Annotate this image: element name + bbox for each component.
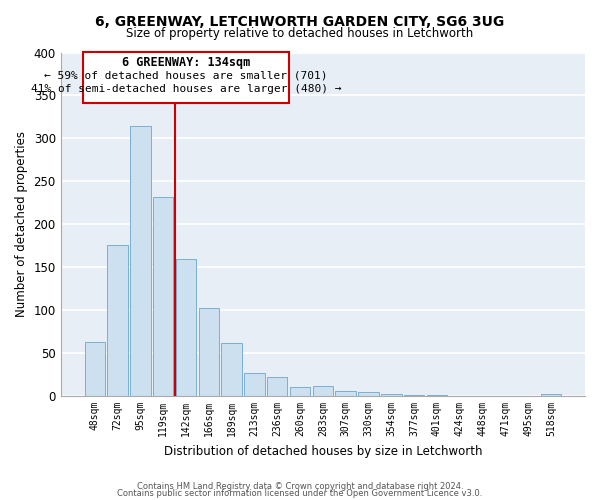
Text: 6 GREENWAY: 134sqm: 6 GREENWAY: 134sqm <box>122 56 250 70</box>
Bar <box>381 394 401 396</box>
Bar <box>83 52 289 103</box>
X-axis label: Distribution of detached houses by size in Letchworth: Distribution of detached houses by size … <box>164 444 482 458</box>
Bar <box>85 342 105 396</box>
Bar <box>290 388 310 396</box>
Bar <box>313 386 333 396</box>
Bar <box>335 391 356 396</box>
Text: 41% of semi-detached houses are larger (480) →: 41% of semi-detached houses are larger (… <box>31 84 341 94</box>
Bar <box>153 197 173 396</box>
Text: Contains HM Land Registry data © Crown copyright and database right 2024.: Contains HM Land Registry data © Crown c… <box>137 482 463 491</box>
Bar <box>244 373 265 396</box>
Bar <box>221 343 242 396</box>
Bar <box>107 245 128 396</box>
Text: 6, GREENWAY, LETCHWORTH GARDEN CITY, SG6 3UG: 6, GREENWAY, LETCHWORTH GARDEN CITY, SG6… <box>95 15 505 29</box>
Bar <box>427 395 447 396</box>
Bar <box>404 395 424 396</box>
Bar <box>541 394 561 396</box>
Text: ← 59% of detached houses are smaller (701): ← 59% of detached houses are smaller (70… <box>44 70 328 81</box>
Text: Contains public sector information licensed under the Open Government Licence v3: Contains public sector information licen… <box>118 490 482 498</box>
Bar <box>358 392 379 396</box>
Bar <box>267 377 287 396</box>
Bar <box>199 308 219 396</box>
Bar <box>176 258 196 396</box>
Bar <box>130 126 151 396</box>
Y-axis label: Number of detached properties: Number of detached properties <box>15 132 28 318</box>
Text: Size of property relative to detached houses in Letchworth: Size of property relative to detached ho… <box>127 28 473 40</box>
